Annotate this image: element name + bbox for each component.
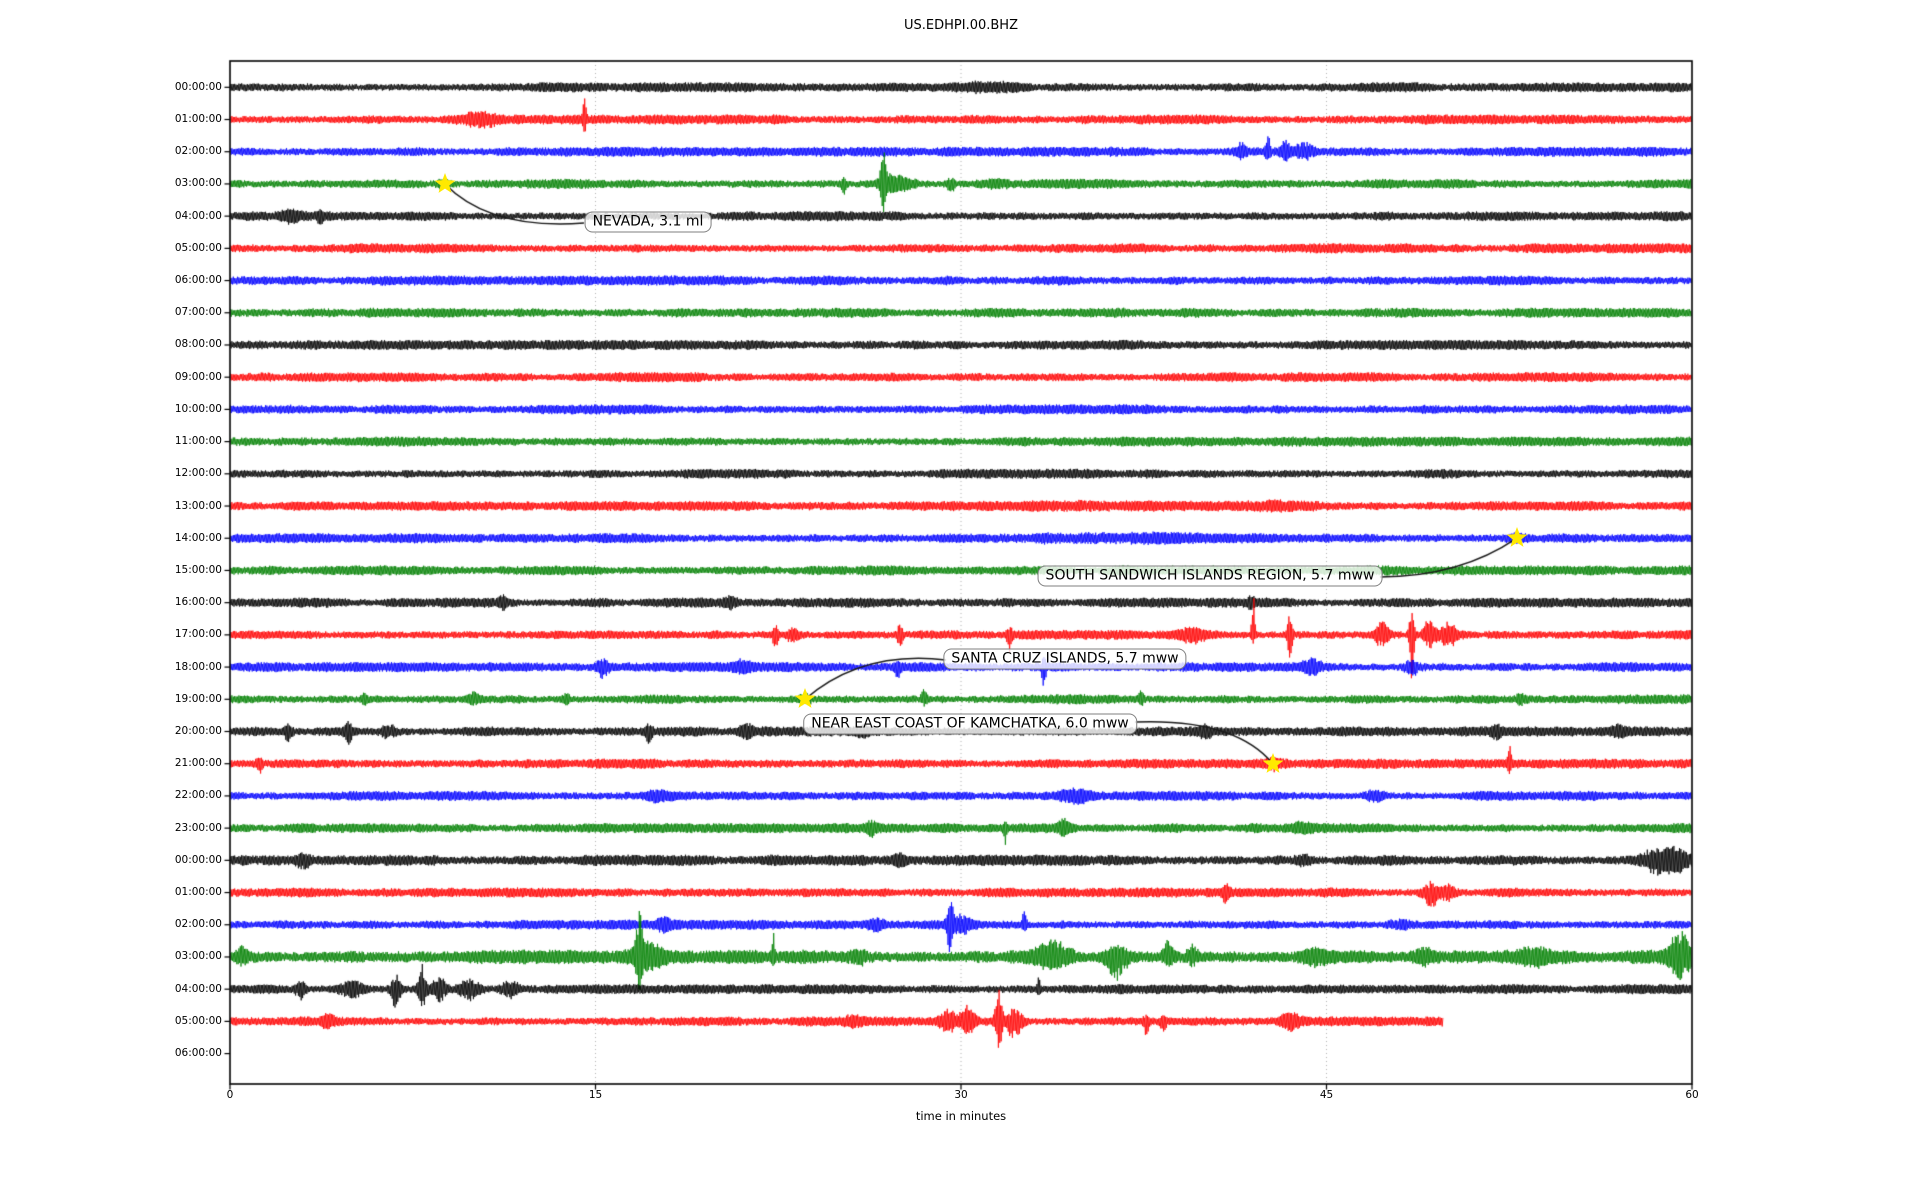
- hour-tick-label: 04:00:00: [174, 209, 222, 222]
- hour-tick-label: 08:00:00: [174, 338, 222, 351]
- hour-tick-label: 01:00:00: [174, 886, 222, 899]
- hour-tick-label: 05:00:00: [174, 1014, 222, 1027]
- hour-tick-label: 09:00:00: [174, 370, 222, 383]
- hour-tick-label: 00:00:00: [174, 853, 222, 866]
- hour-tick-label: 17:00:00: [174, 628, 222, 641]
- hour-tick-label: 03:00:00: [174, 950, 222, 963]
- hour-tick-label: 19:00:00: [174, 692, 222, 705]
- hour-tick-label: 06:00:00: [174, 1047, 222, 1060]
- figure-title: US.EDHPI.00.BHZ: [904, 18, 1018, 33]
- hour-tick-label: 18:00:00: [174, 660, 222, 673]
- hour-tick-label: 23:00:00: [174, 821, 222, 834]
- hour-tick-label: 05:00:00: [174, 241, 222, 254]
- event-star-marker: [794, 688, 816, 709]
- hour-tick-label: 21:00:00: [174, 757, 222, 770]
- hour-tick-label: 07:00:00: [174, 306, 222, 319]
- event-star-marker: [1262, 752, 1284, 773]
- x-tick-label: 15: [588, 1089, 603, 1101]
- hour-tick-label: 15:00:00: [174, 563, 222, 576]
- hour-tick-label: 01:00:00: [174, 113, 222, 125]
- hour-tick-label: 22:00:00: [174, 789, 222, 802]
- hour-tick-label: 06:00:00: [174, 274, 222, 287]
- x-tick-label: 60: [1685, 1089, 1699, 1101]
- hour-tick-label: 13:00:00: [174, 499, 222, 512]
- hour-tick-label: 00:00:00: [174, 80, 222, 93]
- hour-tick-label: 02:00:00: [174, 918, 222, 931]
- hour-tick-label: 10:00:00: [174, 402, 222, 415]
- hour-tick-label: 02:00:00: [174, 145, 222, 158]
- event-annotation: NEVADA, 3.1 ml: [584, 211, 712, 233]
- hour-tick-label: 11:00:00: [174, 435, 222, 448]
- event-annotation: SOUTH SANDWICH ISLANDS REGION, 5.7 mww: [1037, 565, 1383, 587]
- x-axis-label: time in minutes: [915, 1109, 1007, 1123]
- event-annotation: NEAR EAST COAST OF KAMCHATKA, 6.0 mww: [803, 713, 1137, 735]
- hour-tick-label: 12:00:00: [174, 467, 222, 480]
- event-star-marker: [434, 172, 456, 193]
- x-tick-label: 30: [954, 1089, 968, 1101]
- event-star-marker: [1506, 527, 1528, 548]
- hour-tick-label: 16:00:00: [174, 596, 222, 609]
- x-tick-label: 0: [226, 1089, 234, 1101]
- x-tick-label: 45: [1319, 1089, 1334, 1101]
- event-annotation: SANTA CRUZ ISLANDS, 5.7 mww: [943, 648, 1187, 670]
- hour-tick-label: 14:00:00: [174, 531, 222, 544]
- hour-tick-label: 04:00:00: [174, 982, 222, 995]
- hour-tick-label: 20:00:00: [174, 725, 222, 737]
- hour-tick-label: 03:00:00: [174, 177, 222, 190]
